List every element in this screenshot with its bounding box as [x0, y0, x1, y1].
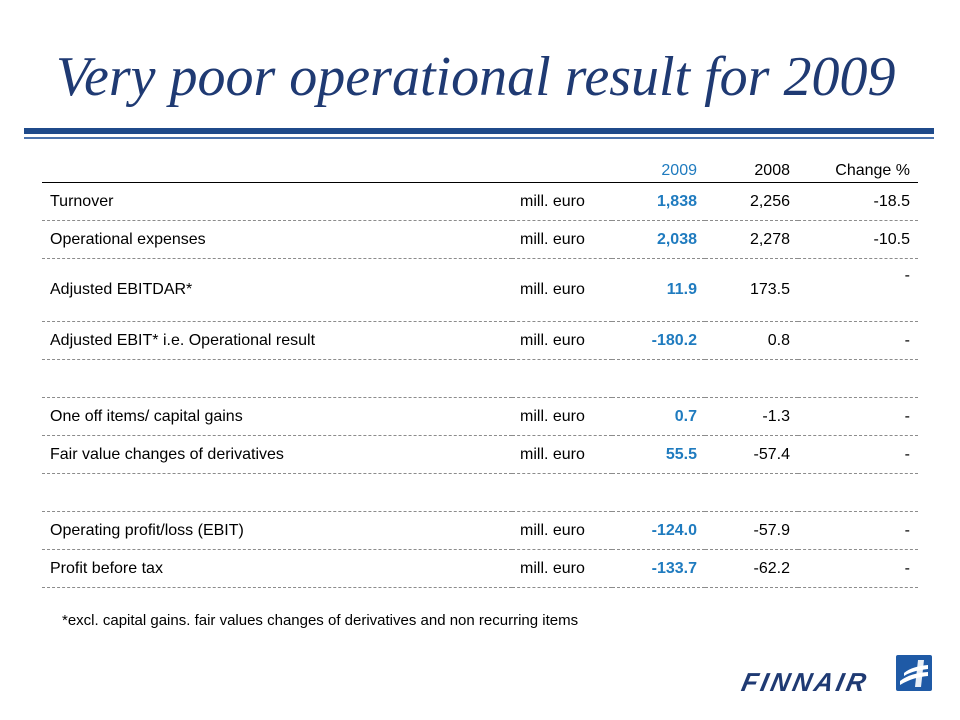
row-change: -	[798, 511, 918, 550]
header-unit-empty	[512, 145, 612, 183]
row-change: -	[798, 435, 918, 474]
table-row-profit-before-tax: Profit before tax mill. euro -133.7 -62.…	[42, 549, 918, 588]
row-value-2009: -180.2	[612, 321, 705, 360]
spacer-cell	[42, 359, 918, 398]
row-label: Adjusted EBIT* i.e. Operational result	[42, 321, 512, 360]
row-value-2008: -57.9	[705, 511, 798, 550]
header-label-empty	[42, 145, 512, 183]
table-row-spacer	[42, 359, 918, 398]
row-value-2008: 2,278	[705, 220, 798, 259]
results-table: 2009 2008 Change % Turnover mill. euro 1…	[42, 145, 918, 588]
header-change: Change %	[798, 145, 918, 183]
table-row-turnover: Turnover mill. euro 1,838 2,256 -18.5	[42, 182, 918, 221]
row-value-2009: 1,838	[612, 182, 705, 221]
row-value-2008: 173.5	[705, 258, 798, 322]
row-change: -	[798, 321, 918, 360]
header-2009: 2009	[612, 145, 705, 183]
title-underline-thick	[24, 128, 934, 134]
row-value-2008: -57.4	[705, 435, 798, 474]
row-label: Turnover	[42, 182, 512, 221]
row-unit: mill. euro	[512, 321, 612, 360]
row-value-2008: 0.8	[705, 321, 798, 360]
row-unit: mill. euro	[512, 220, 612, 259]
row-change: -18.5	[798, 182, 918, 221]
row-label: Profit before tax	[42, 549, 512, 588]
row-unit: mill. euro	[512, 397, 612, 436]
table-row-adjusted-ebit: Adjusted EBIT* i.e. Operational result m…	[42, 321, 918, 360]
row-label: One off items/ capital gains	[42, 397, 512, 436]
table-row-operational-expenses: Operational expenses mill. euro 2,038 2,…	[42, 220, 918, 259]
spacer-cell	[42, 473, 918, 512]
table-row-adjusted-ebitdar: Adjusted EBITDAR* mill. euro 11.9 173.5 …	[42, 258, 918, 322]
row-label: Adjusted EBITDAR*	[42, 258, 512, 322]
header-2008: 2008	[705, 145, 798, 183]
row-unit: mill. euro	[512, 258, 612, 322]
row-unit: mill. euro	[512, 549, 612, 588]
row-value-2009: -124.0	[612, 511, 705, 550]
table-row-operating-profit: Operating profit/loss (EBIT) mill. euro …	[42, 511, 918, 550]
row-change: -	[798, 397, 918, 436]
row-unit: mill. euro	[512, 182, 612, 221]
row-value-2009: 0.7	[612, 397, 705, 436]
row-value-2008: -1.3	[705, 397, 798, 436]
row-value-2009: 11.9	[612, 258, 705, 322]
row-change: -10.5	[798, 220, 918, 259]
row-value-2009: 2,038	[612, 220, 705, 259]
row-change: -	[798, 549, 918, 588]
row-label: Fair value changes of derivatives	[42, 435, 512, 474]
row-label: Operating profit/loss (EBIT)	[42, 511, 512, 550]
row-unit: mill. euro	[512, 435, 612, 474]
table-row-spacer	[42, 473, 918, 512]
footnote: *excl. capital gains. fair values change…	[62, 612, 579, 629]
table-header-row: 2009 2008 Change %	[42, 145, 918, 183]
row-label: Operational expenses	[42, 220, 512, 259]
row-unit: mill. euro	[512, 511, 612, 550]
row-value-2009: 55.5	[612, 435, 705, 474]
row-value-2009: -133.7	[612, 549, 705, 588]
finnair-logo: FINNAIR	[738, 655, 932, 697]
table-row-fair-value-changes: Fair value changes of derivatives mill. …	[42, 435, 918, 474]
title-underline-thin	[24, 137, 934, 139]
row-value-2008: -62.2	[705, 549, 798, 588]
slide-title: Very poor operational result for 2009	[56, 46, 896, 108]
table-row-one-off-items: One off items/ capital gains mill. euro …	[42, 397, 918, 436]
row-value-2008: 2,256	[705, 182, 798, 221]
logo-wordmark: FINNAIR	[738, 667, 872, 697]
row-change: -	[798, 258, 918, 322]
finnair-f-logo-icon	[896, 655, 932, 691]
